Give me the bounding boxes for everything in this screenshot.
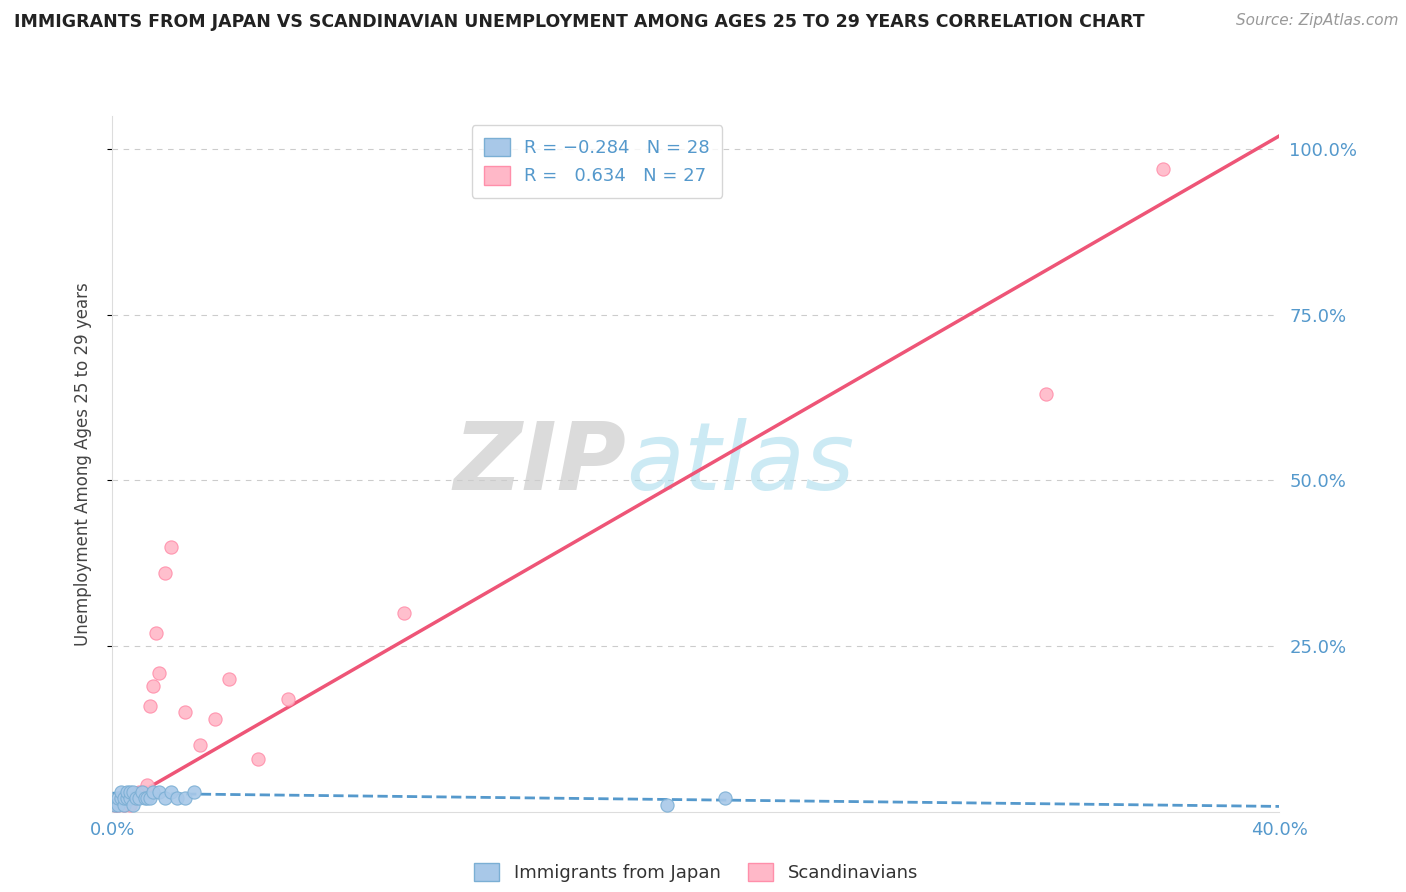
Point [148, 665, 170, 680]
Point [148, 785, 170, 799]
Point [107, 798, 129, 813]
Point [153, 791, 176, 805]
Point [134, 785, 156, 799]
Point [122, 798, 145, 813]
Point [112, 791, 135, 805]
Point [392, 606, 416, 620]
Point [104, 798, 127, 813]
Y-axis label: Unemployment Among Ages 25 to 29 years: Unemployment Among Ages 25 to 29 years [73, 282, 91, 646]
Text: ZIP: ZIP [453, 417, 626, 510]
Point [160, 785, 183, 799]
Point [131, 785, 153, 799]
Point [131, 785, 153, 799]
Point [188, 739, 211, 753]
Point [714, 791, 737, 805]
Point [166, 791, 188, 805]
Point [1152, 161, 1174, 176]
Point [122, 791, 145, 805]
Point [110, 785, 132, 799]
Point [118, 798, 141, 813]
Point [112, 798, 135, 813]
Text: atlas: atlas [626, 418, 855, 509]
Point [128, 785, 150, 799]
Point [107, 798, 129, 813]
Point [247, 752, 270, 766]
Point [115, 785, 138, 799]
Point [655, 798, 678, 813]
Point [276, 692, 298, 706]
Point [174, 706, 197, 720]
Point [218, 672, 240, 686]
Point [122, 785, 145, 799]
Point [142, 785, 165, 799]
Point [1035, 387, 1057, 401]
Legend: Immigrants from Japan, Scandinavians: Immigrants from Japan, Scandinavians [463, 852, 929, 892]
Point [125, 791, 148, 805]
Point [115, 791, 138, 805]
Point [153, 566, 176, 581]
Point [136, 778, 159, 792]
Point [134, 791, 156, 805]
Point [104, 798, 127, 813]
Point [128, 791, 150, 805]
Text: IMMIGRANTS FROM JAPAN VS SCANDINAVIAN UNEMPLOYMENT AMONG AGES 25 TO 29 YEARS COR: IMMIGRANTS FROM JAPAN VS SCANDINAVIAN UN… [14, 13, 1144, 31]
Point [145, 625, 167, 640]
Point [115, 791, 138, 805]
Point [174, 791, 197, 805]
Text: Source: ZipAtlas.com: Source: ZipAtlas.com [1236, 13, 1399, 29]
Point [110, 791, 132, 805]
Point [118, 791, 141, 805]
Point [139, 698, 162, 713]
Point [160, 540, 183, 554]
Point [112, 798, 135, 813]
Point [183, 785, 205, 799]
Point [107, 791, 129, 805]
Point [204, 712, 226, 726]
Point [139, 791, 162, 805]
Point [136, 791, 159, 805]
Point [142, 679, 165, 693]
Point [110, 791, 132, 805]
Point [125, 791, 148, 805]
Point [118, 785, 141, 799]
